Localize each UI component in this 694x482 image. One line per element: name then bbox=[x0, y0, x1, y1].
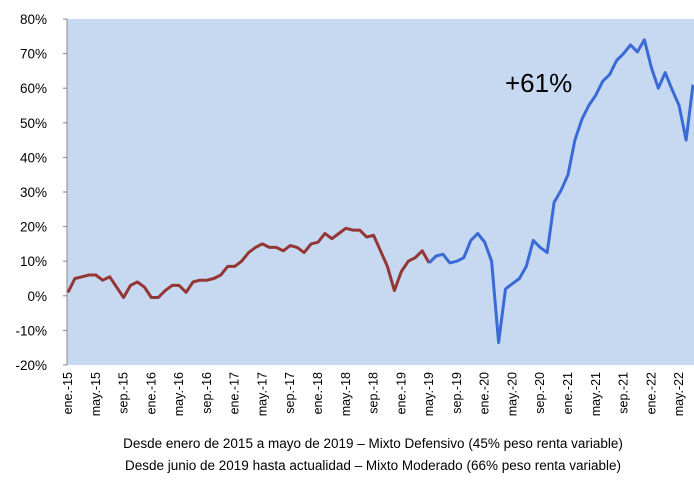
x-tick-label: sep.-20 bbox=[533, 372, 547, 414]
x-tick-label: may.-18 bbox=[339, 372, 353, 416]
x-tick-label: ene.-21 bbox=[561, 372, 575, 414]
x-tick-label: may.-20 bbox=[505, 372, 519, 416]
y-tick-label: -10% bbox=[15, 323, 47, 338]
x-tick-label: ene.-18 bbox=[311, 372, 325, 414]
y-tick-label: 50% bbox=[20, 116, 47, 131]
y-tick-label: 70% bbox=[20, 47, 47, 62]
y-tick-label: 30% bbox=[20, 185, 47, 200]
x-tick-label: sep.-21 bbox=[617, 372, 631, 414]
x-tick-label: may.-17 bbox=[255, 372, 269, 416]
y-tick-label: 40% bbox=[20, 150, 47, 165]
x-tick-label: may.-19 bbox=[422, 372, 436, 416]
x-tick-label: sep.-19 bbox=[450, 372, 464, 414]
y-tick-label: 80% bbox=[20, 12, 47, 27]
x-tick-label: may.-22 bbox=[672, 372, 686, 416]
note: Desde junio de 2019 hasta actualidad – M… bbox=[125, 458, 621, 473]
series-line bbox=[66, 226, 431, 299]
x-tick-label: sep.-15 bbox=[117, 372, 131, 414]
x-tick-label: ene.-15 bbox=[61, 372, 75, 414]
x-tick-label: ene.-22 bbox=[644, 372, 658, 414]
y-tick-label: 20% bbox=[20, 220, 47, 235]
x-tick-label: sep.-17 bbox=[283, 372, 297, 414]
x-tick-label: may.-15 bbox=[89, 372, 103, 416]
x-tick-label: ene.-17 bbox=[228, 372, 242, 414]
y-tick-label: 60% bbox=[20, 81, 47, 96]
x-tick-label: may.-16 bbox=[172, 372, 186, 416]
y-tick-label: 0% bbox=[27, 289, 47, 304]
x-tick-label: ene.-16 bbox=[144, 372, 158, 414]
annotation: +61% bbox=[505, 68, 572, 98]
x-tick-label: ene.-19 bbox=[394, 372, 408, 414]
x-tick-label: sep.-16 bbox=[200, 372, 214, 414]
plot-area bbox=[67, 19, 694, 365]
x-tick-label: ene.-20 bbox=[478, 372, 492, 414]
x-tick-label: sep.-18 bbox=[367, 372, 381, 414]
y-tick-label: 10% bbox=[20, 254, 47, 269]
y-tick-label: -20% bbox=[15, 358, 47, 373]
x-tick-label: may.-21 bbox=[589, 372, 603, 416]
series-line bbox=[428, 38, 694, 344]
note: Desde enero de 2015 a mayo de 2019 – Mix… bbox=[123, 436, 623, 451]
